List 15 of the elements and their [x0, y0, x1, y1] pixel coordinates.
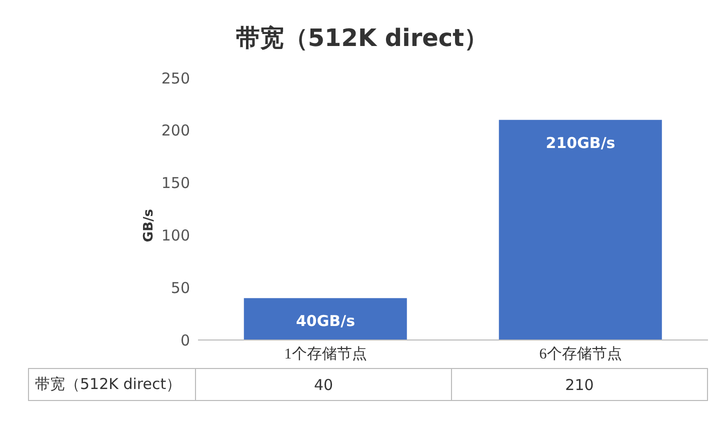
annotation: 40GB/s	[296, 312, 356, 330]
y-axis-title: GB/s	[142, 208, 157, 242]
chart-title: 带宽（512K direct）	[234, 23, 490, 54]
data-label: 210	[452, 368, 708, 400]
x-tick-label: 6个存储节点	[539, 346, 622, 363]
text: 带宽（512K direct）	[28, 368, 196, 400]
y-tick-label: 100	[161, 226, 190, 245]
annotation: 210GB/s	[546, 134, 616, 152]
y-tick-label: 50	[170, 278, 190, 297]
data-label: 40	[196, 368, 452, 400]
y-tick-label: 0	[180, 331, 190, 350]
y-tick-label: 150	[161, 174, 190, 192]
y-tick-label: 250	[161, 69, 190, 88]
y-tick-label: 200	[161, 122, 190, 140]
x-tick-label: 1个存储节点	[284, 346, 367, 363]
